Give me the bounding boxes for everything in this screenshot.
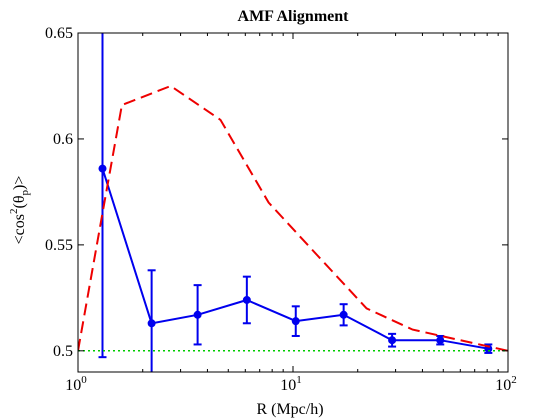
- x-tick-label: 100: [65, 374, 87, 394]
- data-point: [98, 164, 107, 173]
- y-tick-label: 0.55: [45, 237, 73, 254]
- data-point: [388, 336, 397, 345]
- x-axis-label: R (Mpc/h): [256, 401, 323, 418]
- data-point: [147, 319, 156, 328]
- data-point: [242, 295, 251, 304]
- data-point: [193, 310, 202, 319]
- data-point: [291, 317, 300, 326]
- series-dashed-line: [78, 84, 508, 352]
- axes: 0.5 0.55 0.6 0.65 100 101 102: [45, 25, 517, 394]
- y-tick-label: 0.65: [45, 25, 73, 42]
- x-tick-label: 101: [280, 374, 302, 394]
- chart-title: AMF Alignment: [238, 8, 350, 25]
- y-tick-label: 0.5: [53, 343, 73, 360]
- y-axis-label: <cos2(θp)>: [8, 176, 31, 245]
- x-tick-label: 102: [495, 374, 517, 394]
- plot-area: [78, 33, 508, 372]
- y-tick-label: 0.6: [53, 131, 73, 148]
- plot-clip-group: [78, 33, 508, 372]
- data-point: [436, 336, 445, 345]
- data-point: [339, 310, 348, 319]
